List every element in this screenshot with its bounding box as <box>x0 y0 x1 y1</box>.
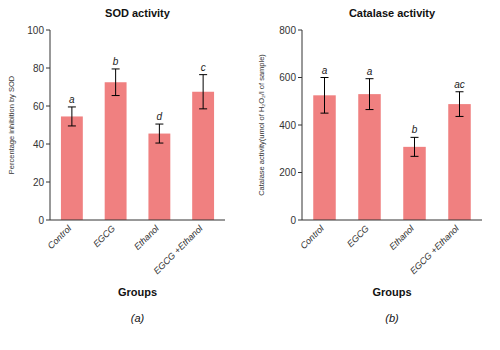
y-tick <box>298 220 302 221</box>
annotation: b <box>412 124 418 135</box>
annotation: d <box>157 111 163 122</box>
title: SOD activity <box>105 7 171 19</box>
annotation: a <box>69 94 75 105</box>
bar <box>313 95 336 220</box>
error-bar <box>199 75 207 109</box>
x-axis-label: Groups <box>118 286 157 298</box>
annotation: b <box>113 56 119 67</box>
error-bar <box>112 69 120 96</box>
y-axis-label: Percentage inhibition by SOD <box>7 75 16 174</box>
bar <box>448 104 471 220</box>
x-tick-label: EGCG <box>91 223 117 249</box>
bar <box>403 147 426 220</box>
annotation: a <box>367 66 373 77</box>
y-tick-label: 600 <box>279 72 296 83</box>
error-bar <box>321 78 329 114</box>
y-tick-label: 0 <box>290 215 296 226</box>
bar <box>61 116 83 220</box>
y-tick-label: 400 <box>279 120 296 131</box>
error-bar <box>68 107 76 126</box>
y-tick-label: 40 <box>33 139 45 150</box>
y-tick <box>46 144 50 145</box>
annotation: a <box>322 65 328 76</box>
chart-canvas: abdc020406080100ControlEGCGEthanolEGCG +… <box>0 0 500 350</box>
x-tick-label: Ethanol <box>387 223 416 252</box>
plot-area <box>313 78 471 221</box>
y-tick <box>298 125 302 126</box>
annotation: c <box>201 62 206 73</box>
plot-area <box>61 69 214 220</box>
y-tick-label: 80 <box>33 63 45 74</box>
y-tick <box>46 106 50 107</box>
y-tick <box>298 30 302 31</box>
y-tick-label: 200 <box>279 167 296 178</box>
x-tick-label: EGCG <box>345 223 371 249</box>
x-axis-label: Groups <box>372 286 411 298</box>
y-tick-label: 60 <box>33 101 45 112</box>
title: Catalase activity <box>349 7 436 19</box>
bar <box>358 94 381 220</box>
x-tick-label: Control <box>46 223 74 251</box>
error-bar <box>456 92 464 117</box>
error-bar <box>366 79 374 110</box>
y-tick-label: 0 <box>38 215 44 226</box>
y-tick-label: 800 <box>279 25 296 36</box>
y-tick-label: 20 <box>33 177 45 188</box>
y-tick <box>46 220 50 221</box>
y-tick <box>46 182 50 183</box>
y-tick-label: 100 <box>27 25 44 36</box>
y-axis-line <box>50 30 51 220</box>
x-tick-label: EGCG +Ethanol <box>152 223 206 277</box>
error-bar <box>411 137 419 156</box>
error-bar <box>155 124 163 143</box>
subtitle: (a) <box>131 312 145 324</box>
x-tick-label: Ethanol <box>132 223 161 252</box>
subtitle: (b) <box>385 312 399 324</box>
bar <box>192 92 214 220</box>
y-tick <box>46 30 50 31</box>
bar <box>105 82 127 220</box>
panel: a a b ac 0 200 400 600 800 Control EGCG EthanolEGCG… <box>257 7 482 324</box>
y-axis-label: Catalase activity(umol of H₂O₂/l of samp… <box>257 54 266 196</box>
bar <box>148 134 170 220</box>
y-tick <box>46 68 50 69</box>
x-axis-line <box>302 220 482 221</box>
annotation: ac <box>454 79 465 90</box>
y-tick <box>298 172 302 173</box>
panel: a b d c 0 20 40 60 80 100 Control EGCG EthanolEGCG +… <box>7 7 225 324</box>
x-tick-label: Control <box>298 223 326 251</box>
x-axis-line <box>50 220 225 221</box>
x-tick-label: EGCG +Ethanol <box>408 223 462 277</box>
y-tick <box>298 77 302 78</box>
